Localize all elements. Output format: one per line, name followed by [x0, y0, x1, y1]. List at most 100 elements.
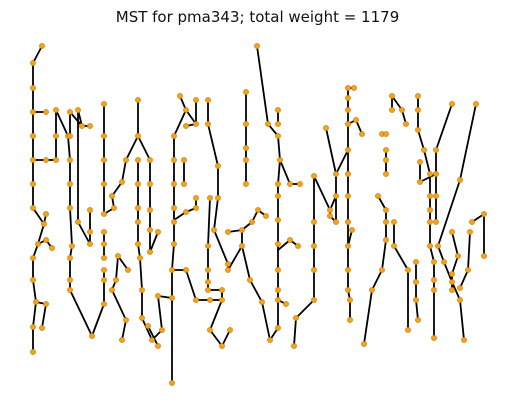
graph-node	[243, 121, 248, 126]
graph-node	[67, 277, 72, 282]
graph-node	[293, 315, 298, 320]
graph-node	[171, 133, 176, 138]
graph-node	[399, 107, 404, 112]
graph-node	[333, 193, 338, 198]
graph-node	[345, 95, 350, 100]
graph-node	[147, 181, 152, 186]
graph-node	[53, 107, 58, 112]
graph-node	[135, 219, 140, 224]
graph-node	[89, 333, 94, 338]
graph-node	[433, 171, 438, 176]
graph-node	[30, 109, 35, 114]
graph-node	[243, 89, 248, 94]
mst-edge	[33, 302, 36, 327]
graph-node	[469, 219, 474, 224]
graph-node	[391, 243, 396, 248]
graph-node	[183, 123, 188, 128]
graph-node	[119, 337, 124, 342]
mst-edge	[174, 110, 186, 136]
graph-node	[87, 123, 92, 128]
graph-node	[183, 209, 188, 214]
graph-node	[311, 219, 316, 224]
graph-node	[111, 205, 116, 210]
mst-edge	[278, 136, 280, 160]
mst-edge	[33, 280, 36, 302]
graph-node	[345, 121, 350, 126]
graph-node	[30, 255, 35, 260]
graph-node	[225, 261, 230, 266]
graph-node	[323, 125, 328, 130]
graph-node	[333, 171, 338, 176]
graph-node	[311, 267, 316, 272]
graph-node	[147, 249, 152, 254]
graph-node	[427, 193, 432, 198]
graph-node	[171, 205, 176, 210]
graph-node	[101, 229, 106, 234]
graph-node	[275, 325, 280, 330]
mst-edge	[416, 300, 418, 320]
mst-edge	[418, 130, 424, 150]
graph-node	[254, 43, 259, 48]
graph-node	[109, 193, 114, 198]
graph-node	[345, 193, 350, 198]
graph-node	[457, 285, 462, 290]
graph-node	[171, 181, 176, 186]
graph-node	[159, 327, 164, 332]
graph-node	[39, 325, 44, 330]
graph-node	[193, 121, 198, 126]
graph-node	[345, 267, 350, 272]
mst-edge	[210, 330, 222, 346]
graph-node	[427, 219, 432, 224]
graph-node	[135, 241, 140, 246]
graph-node	[265, 121, 270, 126]
graph-node	[383, 237, 388, 242]
mst-edge	[122, 320, 126, 340]
graph-node	[193, 97, 198, 102]
graph-node	[405, 267, 410, 272]
graph-node	[125, 267, 130, 272]
graph-node	[389, 107, 394, 112]
graph-node	[361, 341, 366, 346]
graph-node	[431, 259, 436, 264]
graph-node	[43, 211, 48, 216]
graph-node	[481, 211, 486, 216]
graph-node	[255, 207, 260, 212]
mst-edge	[92, 304, 104, 336]
graph-node	[145, 323, 150, 328]
graph-node	[101, 157, 106, 162]
graph-node	[239, 243, 244, 248]
mst-edge	[112, 290, 126, 320]
graph-node	[149, 337, 154, 342]
graph-node	[101, 267, 106, 272]
graph-node	[383, 207, 388, 212]
graph-node	[67, 109, 72, 114]
mst-edge	[364, 290, 372, 344]
graph-node	[449, 279, 454, 284]
graph-node	[275, 297, 280, 302]
graph-node	[207, 297, 212, 302]
graph-node	[219, 297, 224, 302]
mst-edge	[438, 180, 460, 246]
graph-node	[243, 145, 248, 150]
mst-edge	[296, 300, 314, 318]
graph-node	[155, 229, 160, 234]
mst-edge	[186, 270, 196, 300]
mst-edge	[250, 280, 262, 302]
graph-node	[183, 267, 188, 272]
graph-node	[139, 287, 144, 292]
graph-node	[123, 157, 128, 162]
graph-node	[207, 195, 212, 200]
graph-node	[30, 205, 35, 210]
graph-node	[177, 93, 182, 98]
graph-node	[113, 277, 118, 282]
graph-node	[69, 243, 74, 248]
mst-edge	[126, 136, 138, 160]
graph-node	[275, 181, 280, 186]
graph-node	[383, 147, 388, 152]
graph-node	[87, 229, 92, 234]
graph-node	[389, 93, 394, 98]
graph-node	[147, 227, 152, 232]
graph-node	[457, 177, 462, 182]
graph-node	[183, 107, 188, 112]
